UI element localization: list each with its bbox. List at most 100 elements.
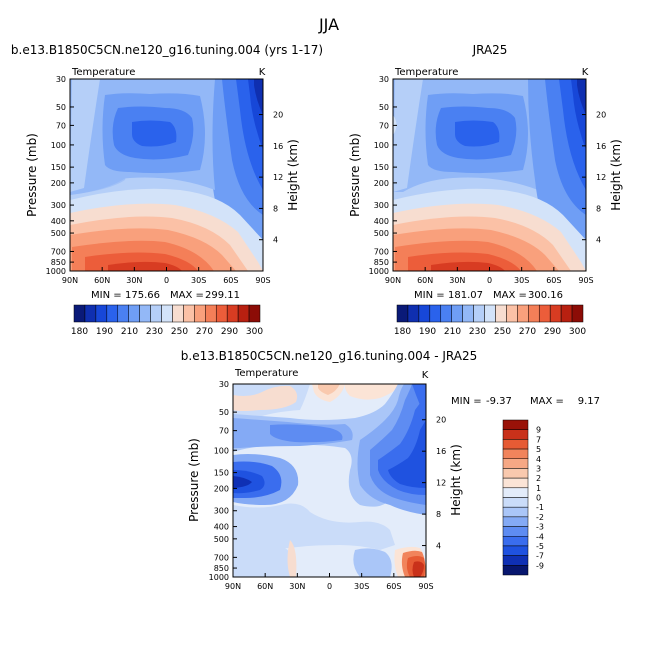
y-tick-label: 200 [374, 179, 389, 188]
x-tick-label: 90N [225, 582, 241, 591]
colorbar: 180 190 210 230 250 270 290 300 [71, 304, 263, 337]
colorbar: 180 190 210 230 250 270 290 300 [394, 304, 586, 337]
colorbar-cell [502, 497, 529, 508]
colorbar-cell [117, 304, 129, 323]
y-right-axis-label: Height (km) [449, 444, 463, 515]
colorbar-label: 270 [196, 327, 213, 337]
colorbar-cell [248, 304, 261, 323]
y-axis-label: Pressure (mb) [187, 438, 201, 522]
colorbar-label: 250 [171, 327, 188, 337]
y-tick-label: 200 [51, 179, 66, 188]
colorbar-label: -4 [536, 532, 544, 541]
y-tick-label: 50 [56, 103, 66, 112]
y-right-tick-label: 4 [596, 236, 601, 245]
x-tick-label: 90N [385, 276, 401, 285]
y-tick-label: 700 [51, 247, 66, 256]
colorbar-cell [237, 304, 250, 323]
x-tick-label: 60N [257, 582, 273, 591]
y-tick-label: 50 [219, 408, 229, 417]
colorbar-label: 5 [536, 445, 541, 454]
y-right-tick-label: 12 [273, 173, 283, 182]
max-label: MAX = [493, 290, 527, 301]
colorbar-cell [106, 304, 119, 323]
x-tick-label: 0 [487, 276, 492, 285]
colorbar-cell [560, 304, 573, 323]
colorbar-cell [571, 304, 584, 323]
colorbar-cell [502, 506, 529, 518]
x-tick-label: 90S [255, 276, 270, 285]
panel-reanalysis: JRA25 Temperature K 90N 60N 30N 0 30S 60S 90S [348, 43, 623, 337]
colorbar-cell [172, 304, 184, 323]
colorbar-label: 1 [536, 484, 541, 493]
colorbar-cell [502, 487, 529, 498]
x-tick-label: 0 [327, 582, 332, 591]
colorbar-label: 2 [536, 474, 541, 483]
x-tick-label: 0 [164, 276, 169, 285]
colorbar-label: 250 [494, 327, 511, 337]
colorbar-label: 0 [536, 494, 541, 503]
min-value: 175.66 [125, 290, 160, 301]
colorbar-label: 4 [536, 455, 541, 464]
max-value: 9.17 [578, 396, 600, 407]
colorbar-cell [150, 304, 162, 323]
colorbar-cell [407, 304, 420, 323]
colorbar-cell [205, 304, 217, 323]
y-right-tick-label: 20 [596, 111, 606, 120]
y-tick-label: 70 [219, 427, 229, 436]
colorbar-cell [429, 304, 442, 323]
colorbar-label: 230 [469, 327, 486, 337]
min-label: MIN = [91, 290, 122, 301]
colorbar-label: 290 [221, 327, 238, 337]
min-value: -9.37 [486, 396, 512, 407]
colorbar-cell [215, 304, 228, 323]
colorbar-cell [194, 304, 206, 323]
y-right-tick-label: 16 [596, 142, 606, 151]
max-value: 300.16 [528, 290, 563, 301]
x-tick-label: 30S [191, 276, 206, 285]
colorbar-label: 300 [246, 327, 263, 337]
y-right-tick-label: 20 [436, 416, 446, 425]
colorbar-label: -3 [536, 523, 544, 532]
colorbar-cell [396, 304, 409, 323]
colorbar-label: 190 [419, 327, 436, 337]
y-tick-label: 850 [214, 564, 229, 573]
x-tick-label: 60S [546, 276, 561, 285]
y-tick-label: 150 [374, 163, 389, 172]
y-tick-label: 850 [374, 258, 389, 267]
colorbar-cell [440, 304, 452, 323]
y-tick-label: 700 [214, 553, 229, 562]
max-label: MAX = [530, 396, 564, 407]
y-right-tick-label: 12 [596, 173, 606, 182]
colorbar-cell [502, 419, 529, 430]
colorbar-cell [502, 545, 529, 556]
colorbar-cell [502, 536, 529, 547]
y-tick-label: 1000 [46, 267, 66, 276]
colorbar-cell [84, 304, 97, 323]
colorbar-cell [502, 429, 529, 440]
min-value: 181.07 [448, 290, 483, 301]
panel-title: b.e13.B1850C5CN.ne120_g16.tuning.004 - J… [181, 349, 477, 363]
y-tick-label: 500 [374, 229, 389, 238]
colorbar-label: 3 [536, 464, 541, 473]
colorbar-cell [495, 304, 507, 323]
colorbar-label: 270 [519, 327, 536, 337]
panel-title: b.e13.B1850C5CN.ne120_g16.tuning.004 (yr… [11, 43, 323, 57]
max-value: 299.11 [205, 290, 240, 301]
x-tick-label: 90N [62, 276, 78, 285]
y-axis-label: Pressure (mb) [25, 133, 39, 217]
colorbar-cell [517, 304, 529, 323]
colorbar-label: 180 [71, 327, 88, 337]
colorbar-label: 230 [146, 327, 163, 337]
colorbar-cell [128, 304, 140, 323]
y-right-tick-label: 4 [273, 236, 278, 245]
colorbar-cell [502, 439, 529, 450]
y-tick-label: 100 [214, 446, 229, 455]
y-right-tick-label: 8 [436, 510, 441, 519]
colorbar-cell [451, 304, 463, 323]
y-tick-label: 30 [56, 75, 66, 84]
colorbar-label: -2 [536, 513, 544, 522]
